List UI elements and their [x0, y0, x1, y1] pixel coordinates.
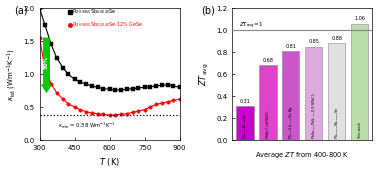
Text: $\kappa_{\rm min}$ = 0.38 Wm$^{-1}$K$^{-1}$: $\kappa_{\rm min}$ = 0.38 Wm$^{-1}$K$^{-… — [58, 120, 116, 131]
Bar — [236, 106, 254, 140]
Text: PbSe$_{0.88}$PbS$_{0.12}$-0.3%PbCl$_2$: PbSe$_{0.88}$PbS$_{0.12}$-0.3%PbCl$_2$ — [310, 91, 318, 139]
Bar — [282, 51, 299, 140]
Text: Pb$_{0.152}$Bi$_{0.88}$Se: Pb$_{0.152}$Bi$_{0.88}$Se — [241, 112, 249, 139]
Text: 50%: 50% — [44, 55, 49, 69]
Text: $ZT_{\rm avg}$=1: $ZT_{\rm avg}$=1 — [239, 21, 263, 31]
Text: 0.31: 0.31 — [240, 99, 250, 104]
Text: 0.85: 0.85 — [308, 39, 319, 45]
Bar — [351, 24, 369, 140]
Text: Pb$_{0.9975}$Sb$_{0.0025}$Se: Pb$_{0.9975}$Sb$_{0.0025}$Se — [333, 106, 341, 139]
Text: PbSe-7vol%SiO$_2$: PbSe-7vol%SiO$_2$ — [264, 109, 272, 139]
Text: This work: This work — [358, 122, 362, 139]
Text: Pb$_{0.9955}$Sb$_{0.0045}$Se-12% GeSe: Pb$_{0.9955}$Sb$_{0.0045}$Se-12% GeSe — [72, 20, 144, 29]
Text: Pb$_{0.98}$Sb$_{0.002}$Se:Ag: Pb$_{0.98}$Sb$_{0.002}$Se:Ag — [287, 105, 295, 139]
Y-axis label: $\kappa_{\rm lat}$ (Wm$^{-1}$K$^{-1}$): $\kappa_{\rm lat}$ (Wm$^{-1}$K$^{-1}$) — [6, 48, 18, 101]
Text: 0.88: 0.88 — [332, 36, 342, 41]
Text: (a): (a) — [14, 6, 28, 16]
Text: (b): (b) — [201, 6, 215, 16]
Bar — [328, 43, 345, 140]
FancyArrow shape — [41, 38, 52, 93]
Text: Pb$_{0.9955}$Sb$_{0.0045}$Se: Pb$_{0.9955}$Sb$_{0.0045}$Se — [72, 7, 116, 16]
Bar — [259, 65, 277, 140]
Text: 0.81: 0.81 — [285, 44, 296, 49]
Text: 1.06: 1.06 — [354, 16, 365, 21]
Y-axis label: $ZT_{\rm avg}$: $ZT_{\rm avg}$ — [198, 62, 211, 86]
Text: 0.68: 0.68 — [262, 58, 273, 63]
Bar — [305, 47, 322, 140]
X-axis label: $T$ (K): $T$ (K) — [99, 156, 120, 168]
X-axis label: Average $ZT$ from 400-800 K: Average $ZT$ from 400-800 K — [255, 151, 350, 160]
